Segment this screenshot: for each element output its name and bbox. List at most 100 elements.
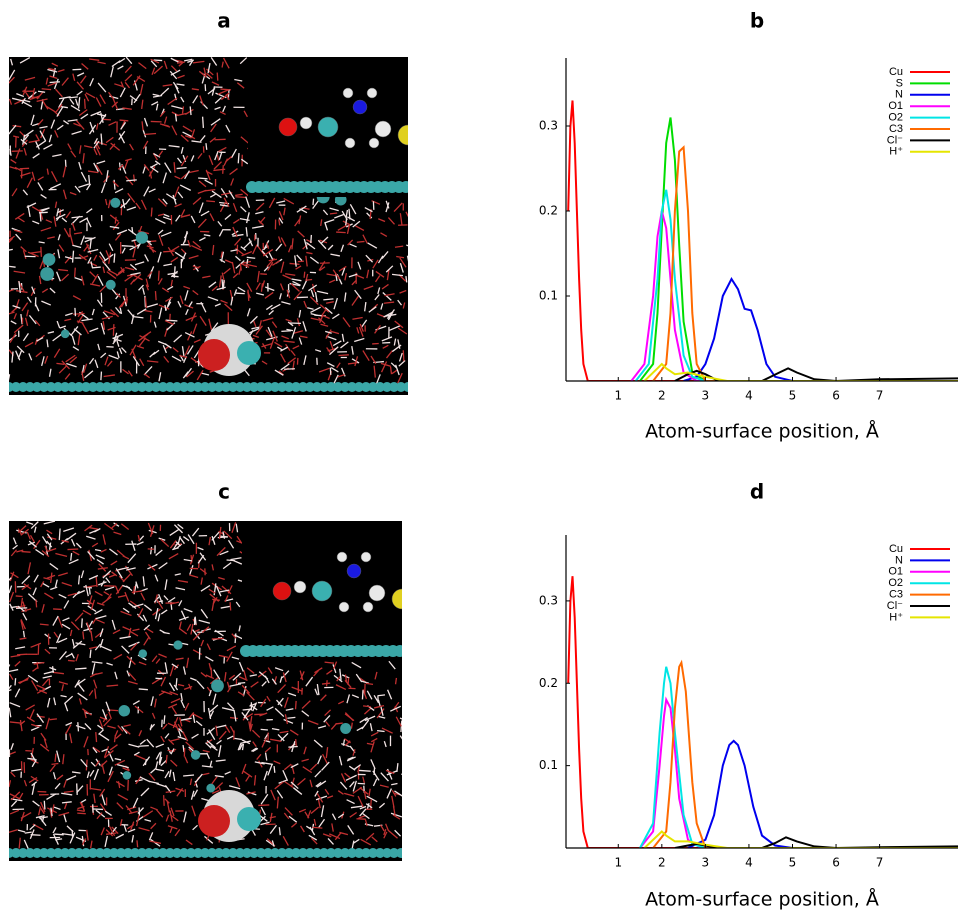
ion (110, 198, 120, 208)
series-line (684, 279, 958, 381)
water (339, 355, 349, 356)
legend-label: Cl⁻ (887, 134, 903, 146)
water (82, 618, 83, 627)
x-tick-label: 7 (876, 389, 884, 403)
series-line (640, 118, 958, 382)
legend-label: Cu (889, 543, 903, 555)
x-tick-label: 2 (658, 389, 666, 403)
water (311, 235, 312, 243)
water (77, 813, 85, 814)
ion (340, 723, 351, 734)
water (139, 689, 148, 690)
water (212, 638, 224, 639)
y-tick-label: 0.1 (539, 289, 558, 303)
water (391, 367, 392, 375)
surface-atom (403, 382, 413, 392)
water (138, 746, 148, 747)
atom (312, 581, 332, 601)
x-tick-label: 6 (832, 389, 840, 403)
water (101, 134, 102, 145)
water (9, 266, 15, 267)
adsorbate (237, 807, 261, 831)
legend-label: H⁺ (889, 146, 903, 158)
atom (343, 88, 353, 98)
water (190, 106, 191, 115)
water (137, 840, 138, 847)
water (248, 290, 249, 301)
water (330, 213, 337, 214)
water (113, 324, 114, 336)
water (71, 553, 72, 561)
water (396, 678, 397, 684)
surface-atom (407, 181, 419, 193)
y-tick-label: 0.2 (539, 676, 558, 690)
water (120, 120, 129, 121)
molecular-snapshot (4, 57, 427, 395)
ion (173, 640, 182, 649)
water (238, 683, 245, 684)
ion (106, 280, 116, 290)
ion (118, 705, 130, 717)
series-line (688, 741, 958, 848)
atom (347, 564, 361, 578)
water (203, 117, 204, 128)
legend-label: O2 (888, 112, 903, 124)
water (206, 143, 207, 150)
water (68, 660, 75, 661)
water (274, 766, 275, 773)
water (230, 602, 231, 610)
y-tick-label: 0.1 (539, 758, 558, 772)
water (176, 678, 177, 687)
x-tick-label: 1 (614, 856, 622, 870)
x-tick-label: 3 (702, 389, 710, 403)
water (158, 271, 159, 281)
water (357, 241, 365, 242)
water (305, 280, 312, 281)
water (55, 754, 56, 762)
water (288, 747, 297, 748)
atom (300, 117, 312, 129)
water (313, 199, 314, 205)
water (42, 89, 51, 90)
water (296, 701, 297, 709)
water (261, 729, 268, 730)
water (238, 153, 239, 163)
water (134, 175, 135, 182)
surface-atom (410, 848, 420, 858)
legend-label: N (895, 89, 903, 101)
water (296, 739, 297, 746)
water (155, 291, 156, 300)
water (166, 320, 178, 321)
water (54, 834, 63, 835)
water (59, 529, 60, 541)
water (304, 272, 305, 278)
legend-label: C3 (889, 589, 903, 601)
water (151, 208, 152, 217)
water (174, 162, 175, 172)
legend-label: Cl⁻ (887, 600, 903, 612)
water (16, 596, 23, 597)
ion (211, 679, 224, 692)
water (163, 251, 175, 252)
water (327, 680, 328, 686)
water (206, 201, 215, 202)
water (177, 62, 185, 63)
atom (339, 602, 349, 612)
water (83, 631, 84, 639)
panel-label: c (218, 480, 230, 504)
surface-atom (410, 382, 420, 392)
water (217, 73, 218, 81)
water (243, 744, 244, 750)
water (40, 624, 49, 625)
water (56, 363, 64, 364)
panel-label: a (217, 9, 231, 33)
x-axis-label: Atom-surface position, Å (645, 888, 879, 911)
atom (363, 602, 373, 612)
water (39, 242, 45, 243)
water (24, 631, 25, 637)
x-tick-label: 2 (658, 856, 666, 870)
water (287, 717, 295, 718)
water (114, 735, 115, 742)
water (92, 267, 101, 268)
water (336, 232, 346, 233)
